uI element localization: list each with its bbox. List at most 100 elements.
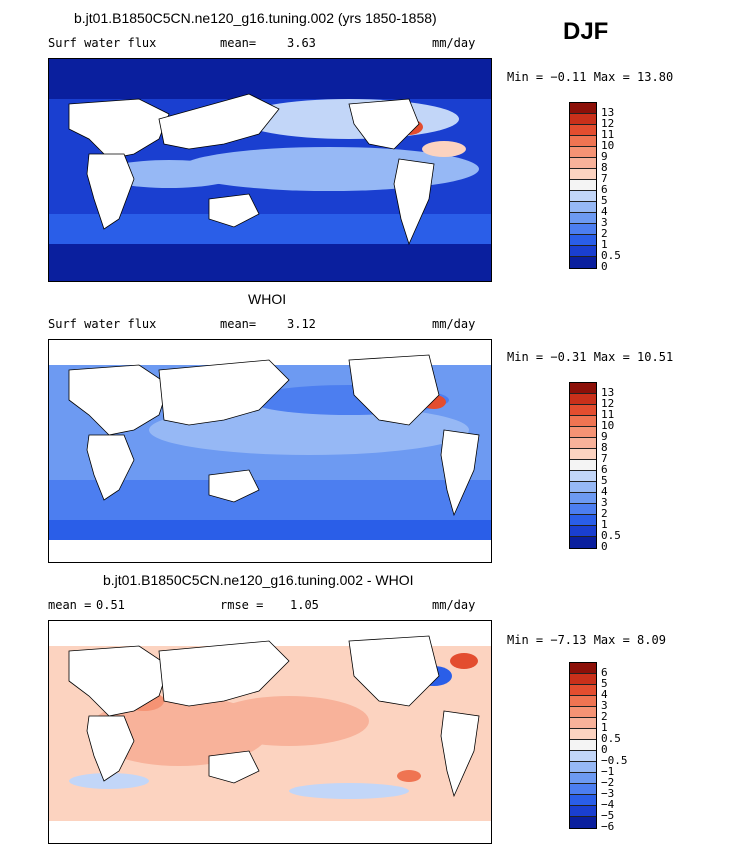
panel1-minmax: Min = −0.11 Max = 13.80	[507, 70, 674, 84]
panel1-colorbar	[569, 102, 597, 269]
colorbar-cell	[570, 471, 596, 482]
panel3-title: b.jt01.B1850C5CN.ne120_g16.tuning.002 - …	[103, 572, 414, 588]
colorbar-tick-label: 1	[601, 518, 608, 531]
colorbar-tick-label: −5	[601, 809, 615, 822]
colorbar-tick-label: 1	[601, 721, 608, 734]
colorbar-tick-label: −6	[601, 820, 615, 833]
panel1-north-band	[49, 59, 491, 99]
colorbar-tick-label: 7	[601, 452, 608, 465]
colorbar-tick-label: 9	[601, 430, 608, 443]
panel2-stat-value: 3.12	[287, 317, 316, 331]
colorbar-cell	[570, 202, 596, 213]
colorbar-cell	[570, 180, 596, 191]
panel2-title: WHOI	[248, 291, 287, 307]
colorbar-cell	[570, 136, 596, 147]
panel2-map-svg	[49, 340, 491, 562]
panel3-minmax: Min = −7.13 Max = 8.09	[507, 633, 666, 647]
panel3-southern-neg	[289, 783, 409, 799]
colorbar-tick-label: 6	[601, 463, 608, 476]
colorbar-cell	[570, 504, 596, 515]
colorbar-cell	[570, 493, 596, 504]
colorbar-tick-label: 10	[601, 419, 615, 432]
panel2-minmax: Min = −0.31 Max = 10.51	[507, 350, 674, 364]
colorbar-cell	[570, 729, 596, 740]
colorbar-cell	[570, 718, 596, 729]
panel3-rmse-label: rmse =	[220, 598, 264, 612]
panel3-sindian-neg	[69, 773, 149, 789]
panel3-mean-label: mean =	[48, 598, 92, 612]
panel3-map	[48, 620, 492, 844]
colorbar-tick-label: 8	[601, 161, 608, 174]
panel2-south-band	[49, 480, 491, 520]
colorbar-cell	[570, 224, 596, 235]
colorbar-cell	[570, 213, 596, 224]
colorbar-cell	[570, 246, 596, 257]
colorbar-tick-label: 0.5	[601, 249, 621, 262]
panel2-map	[48, 339, 492, 563]
colorbar-cell	[570, 773, 596, 784]
panel1-stat-label: mean=	[220, 36, 257, 50]
colorbar-cell	[570, 383, 596, 394]
colorbar-cell	[570, 762, 596, 773]
panel1-indian-band	[99, 160, 239, 188]
colorbar-tick-label: 4	[601, 205, 608, 218]
panel2-stat-label: mean=	[220, 317, 257, 331]
colorbar-tick-label: 3	[601, 699, 608, 712]
colorbar-cell	[570, 784, 596, 795]
colorbar-tick-label: 4	[601, 485, 608, 498]
panel1-title: b.jt01.B1850C5CN.ne120_g16.tuning.002 (y…	[74, 10, 437, 26]
colorbar-tick-label: 11	[601, 128, 615, 141]
colorbar-cell	[570, 663, 596, 674]
colorbar-tick-label: 12	[601, 397, 615, 410]
panel1-map-svg	[49, 59, 491, 281]
colorbar-tick-label: 2	[601, 227, 608, 240]
colorbar-tick-label: 5	[601, 194, 608, 207]
colorbar-tick-label: −3	[601, 787, 615, 800]
colorbar-cell	[570, 125, 596, 136]
colorbar-cell	[570, 707, 596, 718]
colorbar-cell	[570, 685, 596, 696]
panel2-units: mm/day	[432, 317, 476, 331]
colorbar-cell	[570, 191, 596, 202]
season-label: DJF	[563, 18, 609, 45]
colorbar-cell	[570, 394, 596, 405]
panel3-map-svg	[49, 621, 491, 843]
colorbar-tick-label: 0.5	[601, 529, 621, 542]
colorbar-tick-label: 7	[601, 172, 608, 185]
colorbar-cell	[570, 114, 596, 125]
colorbar-cell	[570, 427, 596, 438]
colorbar-tick-label: 0	[601, 743, 608, 756]
colorbar-tick-label: 0.5	[601, 732, 621, 745]
colorbar-cell	[570, 449, 596, 460]
colorbar-cell	[570, 405, 596, 416]
colorbar-cell	[570, 696, 596, 707]
colorbar-tick-label: −1	[601, 765, 615, 778]
panel3-wpac	[209, 696, 369, 746]
colorbar-cell	[570, 147, 596, 158]
colorbar-cell	[570, 674, 596, 685]
panel1-land	[68, 93, 435, 246]
panel1-atl-tropic	[422, 141, 466, 157]
colorbar-cell	[570, 460, 596, 471]
panel3-brazil-pos	[397, 770, 421, 782]
colorbar-tick-label: 13	[601, 106, 615, 119]
colorbar-tick-label: 10	[601, 139, 615, 152]
colorbar-tick-label: 11	[601, 408, 615, 421]
colorbar-cell	[570, 103, 596, 114]
colorbar-cell	[570, 526, 596, 537]
colorbar-cell	[570, 482, 596, 493]
colorbar-tick-label: 2	[601, 710, 608, 723]
colorbar-cell	[570, 806, 596, 817]
colorbar-tick-label: 0	[601, 540, 608, 553]
colorbar-tick-label: 6	[601, 183, 608, 196]
colorbar-tick-label: 5	[601, 677, 608, 690]
colorbar-tick-label: 6	[601, 666, 608, 679]
panel2-antarctic-band	[49, 520, 491, 540]
panel3-units: mm/day	[432, 598, 476, 612]
colorbar-tick-label: 2	[601, 507, 608, 520]
colorbar-tick-label: 12	[601, 117, 615, 130]
colorbar-tick-label: 8	[601, 441, 608, 454]
colorbar-cell	[570, 257, 596, 268]
colorbar-tick-label: 13	[601, 386, 615, 399]
colorbar-tick-label: 5	[601, 474, 608, 487]
